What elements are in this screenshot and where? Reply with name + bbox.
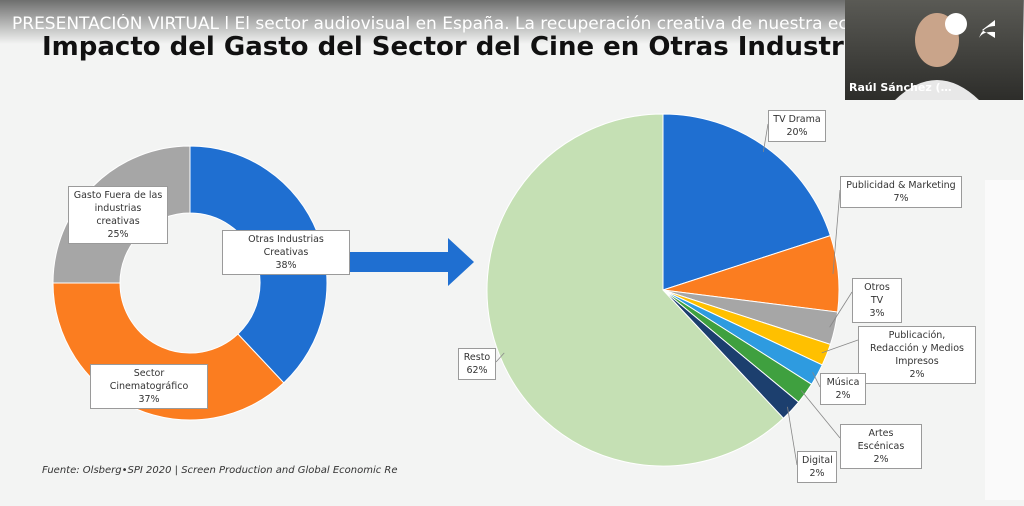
label-value: 2% bbox=[835, 390, 851, 401]
leader-line bbox=[762, 123, 769, 152]
slice-label: Publicidad & Marketing 7% bbox=[840, 176, 962, 208]
label-value: 25% bbox=[107, 229, 129, 240]
leader-line bbox=[821, 339, 859, 354]
video-title[interactable]: PRESENTACIÓN VIRTUAL l El sector audiovi… bbox=[12, 14, 886, 34]
slice-label: Otros TV 3% bbox=[852, 278, 902, 323]
slice-label: TV Drama 20% bbox=[768, 110, 826, 142]
pie-slice bbox=[662, 113, 832, 291]
slide-title: Impacto del Gasto del Sector del Cine en… bbox=[42, 32, 945, 62]
label-name: Artes Escénicas bbox=[857, 428, 905, 452]
source-note: Fuente: Olsberg•SPI 2020 | Screen Produc… bbox=[42, 465, 398, 476]
label-name: Otros TV bbox=[864, 282, 890, 306]
slide-edge bbox=[985, 180, 1024, 500]
label-value: 20% bbox=[786, 127, 808, 138]
label-name: Resto bbox=[463, 352, 491, 363]
share-icon[interactable] bbox=[979, 20, 995, 38]
slice-label: Digital 2% bbox=[797, 451, 837, 483]
leader-line bbox=[829, 291, 853, 328]
slice-label: Publicación, Redacción y Medios Impresos… bbox=[858, 326, 976, 384]
slice-label: Sector Cinematográfico 37% bbox=[90, 364, 208, 409]
label-name: TV Drama bbox=[773, 114, 821, 125]
label-value: 37% bbox=[138, 394, 160, 405]
label-value: 38% bbox=[275, 260, 297, 271]
slice-label: Artes Escénicas 2% bbox=[840, 424, 922, 469]
label-name: Digital bbox=[802, 455, 833, 466]
webcam: Raúl Sánchez (… bbox=[845, 0, 1023, 100]
leader-line bbox=[787, 406, 798, 466]
leader-line bbox=[832, 189, 841, 274]
label-name: Sector Cinematográfico bbox=[109, 368, 189, 392]
label-name: Publicación, Redacción y Medios Impresos bbox=[870, 330, 964, 367]
pie-slice bbox=[486, 113, 785, 467]
webcam-scene bbox=[895, 13, 995, 100]
presenter-name: Raúl Sánchez (… bbox=[849, 81, 952, 94]
leader-line bbox=[812, 372, 821, 388]
leader-line bbox=[495, 352, 505, 363]
label-name: Otras Industrias Creativas bbox=[248, 234, 324, 258]
label-value: 62% bbox=[466, 365, 488, 376]
label-name: Gasto Fuera de las industrias creativas bbox=[73, 190, 163, 227]
leader-line bbox=[800, 390, 841, 439]
label-value: 2% bbox=[909, 369, 925, 380]
slice-label: Gasto Fuera de las industrias creativas 2… bbox=[68, 186, 168, 244]
arrow bbox=[348, 238, 474, 286]
label-value: 7% bbox=[893, 193, 909, 204]
watch-later-icon[interactable] bbox=[945, 13, 967, 35]
slice-label: Resto 62% bbox=[458, 348, 496, 380]
label-name: Publicidad & Marketing bbox=[846, 180, 956, 191]
label-value: 3% bbox=[869, 308, 885, 319]
slice-label: Música 2% bbox=[820, 373, 866, 405]
label-value: 2% bbox=[809, 468, 825, 479]
label-value: 2% bbox=[873, 454, 889, 465]
label-name: Música bbox=[826, 377, 860, 388]
slice-label: Otras Industrias Creativas 38% bbox=[222, 230, 350, 275]
